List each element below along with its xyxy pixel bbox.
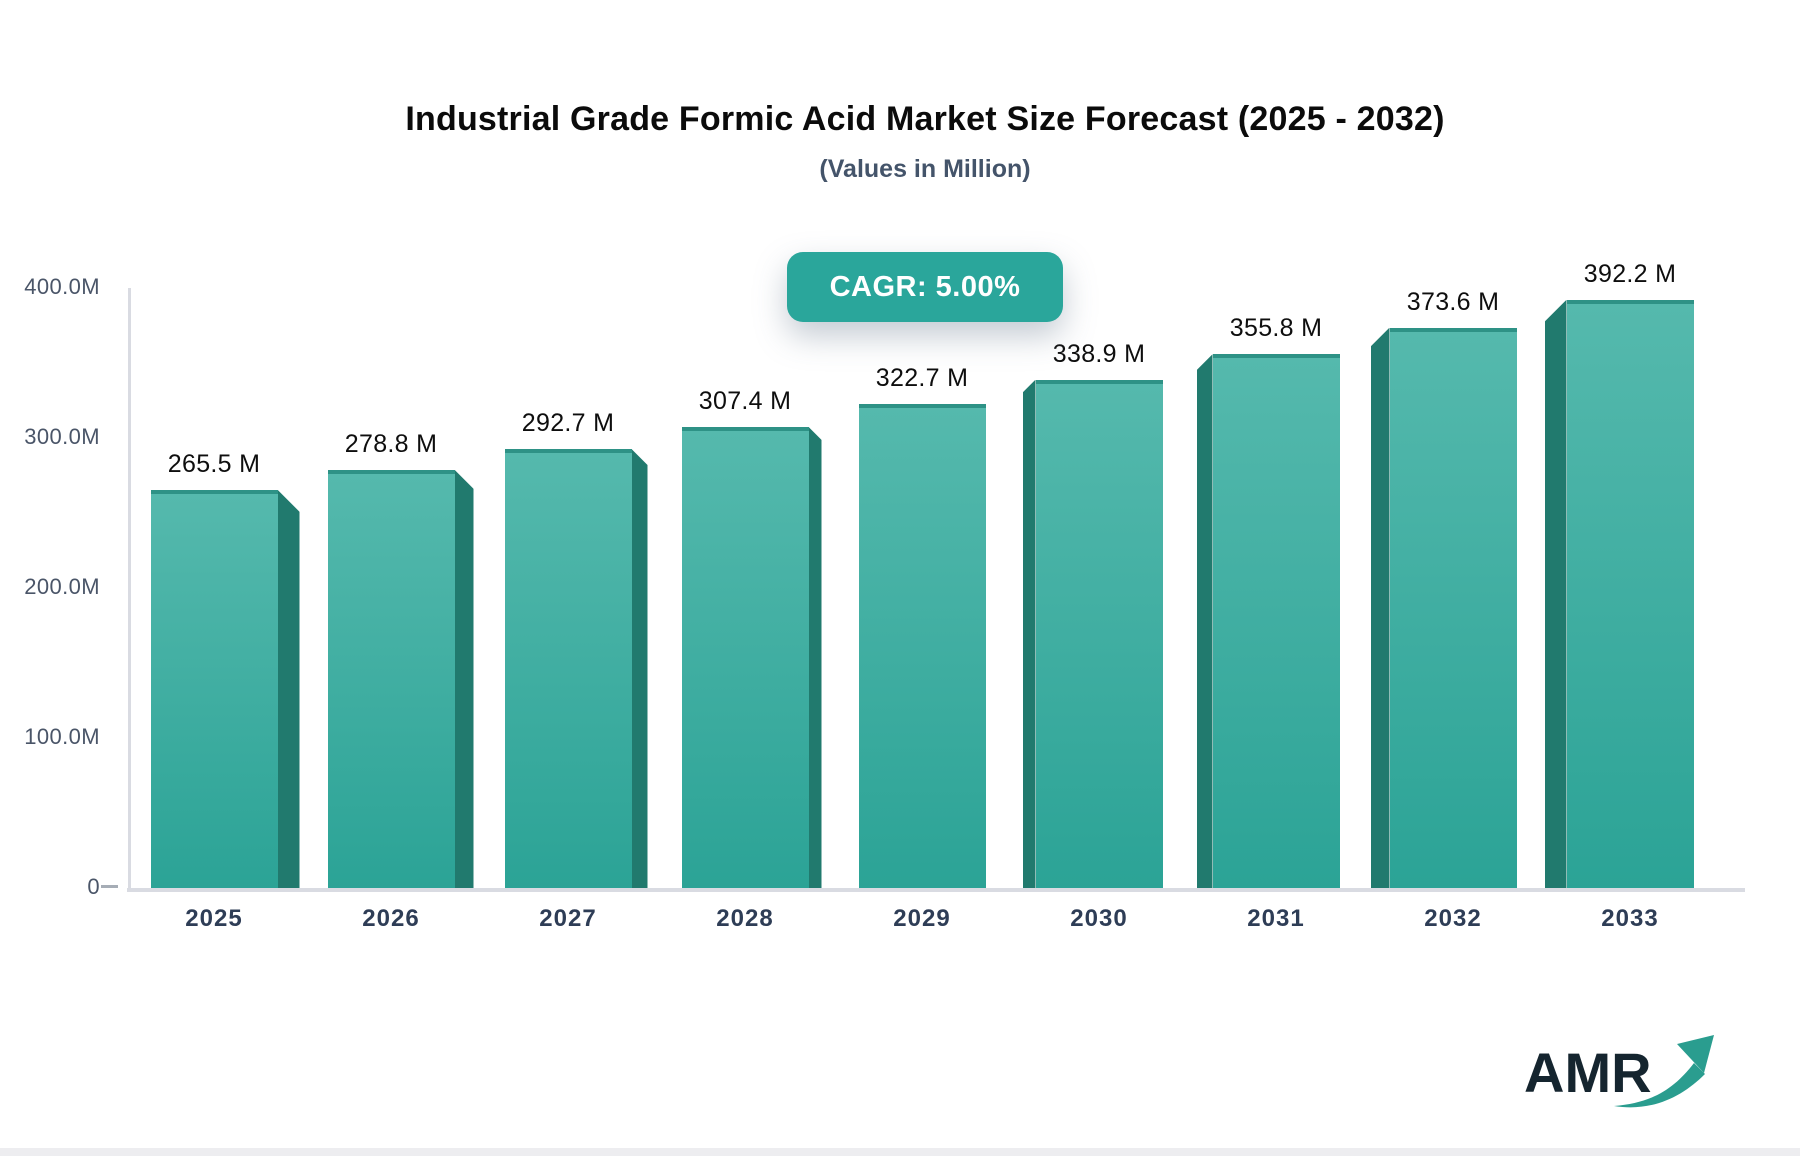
chart-subtitle: (Values in Million) xyxy=(819,155,1031,183)
bar-side-face xyxy=(1370,327,1390,890)
y-axis-tick-label: 200.0M xyxy=(24,574,100,599)
x-axis-label-2026: 2026 xyxy=(362,905,420,932)
footer-strip xyxy=(0,1148,1800,1156)
bar-value-label: 392.2 M xyxy=(1583,259,1677,288)
bar-value-label: 292.7 M xyxy=(521,408,615,437)
y-axis-tick-label: 300.0M xyxy=(24,424,100,449)
bar-value-label: 373.6 M xyxy=(1406,287,1500,316)
cagr-badge: CAGR: 5.00% xyxy=(787,252,1063,322)
x-axis-label-2031: 2031 xyxy=(1247,905,1305,932)
bar-value-label: 278.8 M xyxy=(344,429,438,458)
bar-2031 xyxy=(1212,354,1340,890)
amr-logo: AMR xyxy=(1524,1035,1714,1108)
bar-value-label: 265.5 M xyxy=(167,449,261,478)
zero-tick-mark xyxy=(101,885,118,888)
y-axis-tick-label: 100.0M xyxy=(24,724,100,749)
y-axis-line xyxy=(128,288,131,890)
bar-value-label: 338.9 M xyxy=(1052,339,1146,368)
amr-logo-arrowhead xyxy=(1677,1035,1714,1073)
chart-title: Industrial Grade Formic Acid Market Size… xyxy=(405,100,1445,138)
bar-2033 xyxy=(1566,299,1694,890)
bar-2026 xyxy=(327,469,455,890)
bar-value-label: 307.4 M xyxy=(698,386,792,415)
bar-side-face xyxy=(808,426,822,890)
amr-logo-arrow-swoosh xyxy=(1614,1063,1705,1108)
bar-side-face xyxy=(631,448,648,890)
bar-side-face xyxy=(454,469,474,890)
bar-2030 xyxy=(1035,379,1163,890)
x-axis-label-2030: 2030 xyxy=(1070,905,1128,932)
x-axis-label-2028: 2028 xyxy=(716,905,774,932)
bar-2028 xyxy=(681,426,809,890)
x-axis-label-2032: 2032 xyxy=(1424,905,1482,932)
chart-header: Industrial Grade Formic Acid Market Size… xyxy=(50,100,1800,184)
x-axis-label-2025: 2025 xyxy=(185,905,243,932)
amr-logo-text: AMR xyxy=(1524,1041,1652,1104)
x-axis-label-2033: 2033 xyxy=(1601,905,1659,932)
bar-side-face xyxy=(1022,379,1036,890)
bar-value-label: 322.7 M xyxy=(875,363,969,392)
bar-side-face xyxy=(1196,354,1213,890)
bar-2027 xyxy=(504,448,632,890)
bar-side-face xyxy=(1544,299,1567,890)
bar-value-label: 355.8 M xyxy=(1229,314,1323,343)
x-axis-line xyxy=(127,888,1745,892)
bar-2025 xyxy=(150,489,278,890)
x-axis-label-2027: 2027 xyxy=(539,905,597,932)
bar-2029 xyxy=(858,403,986,890)
y-axis-tick-label: 400.0M xyxy=(24,274,100,299)
x-axis-label-2029: 2029 xyxy=(893,905,951,932)
bar-2032 xyxy=(1389,327,1517,890)
bar-side-face xyxy=(277,489,300,890)
y-axis-tick-label: 0 xyxy=(87,874,100,899)
